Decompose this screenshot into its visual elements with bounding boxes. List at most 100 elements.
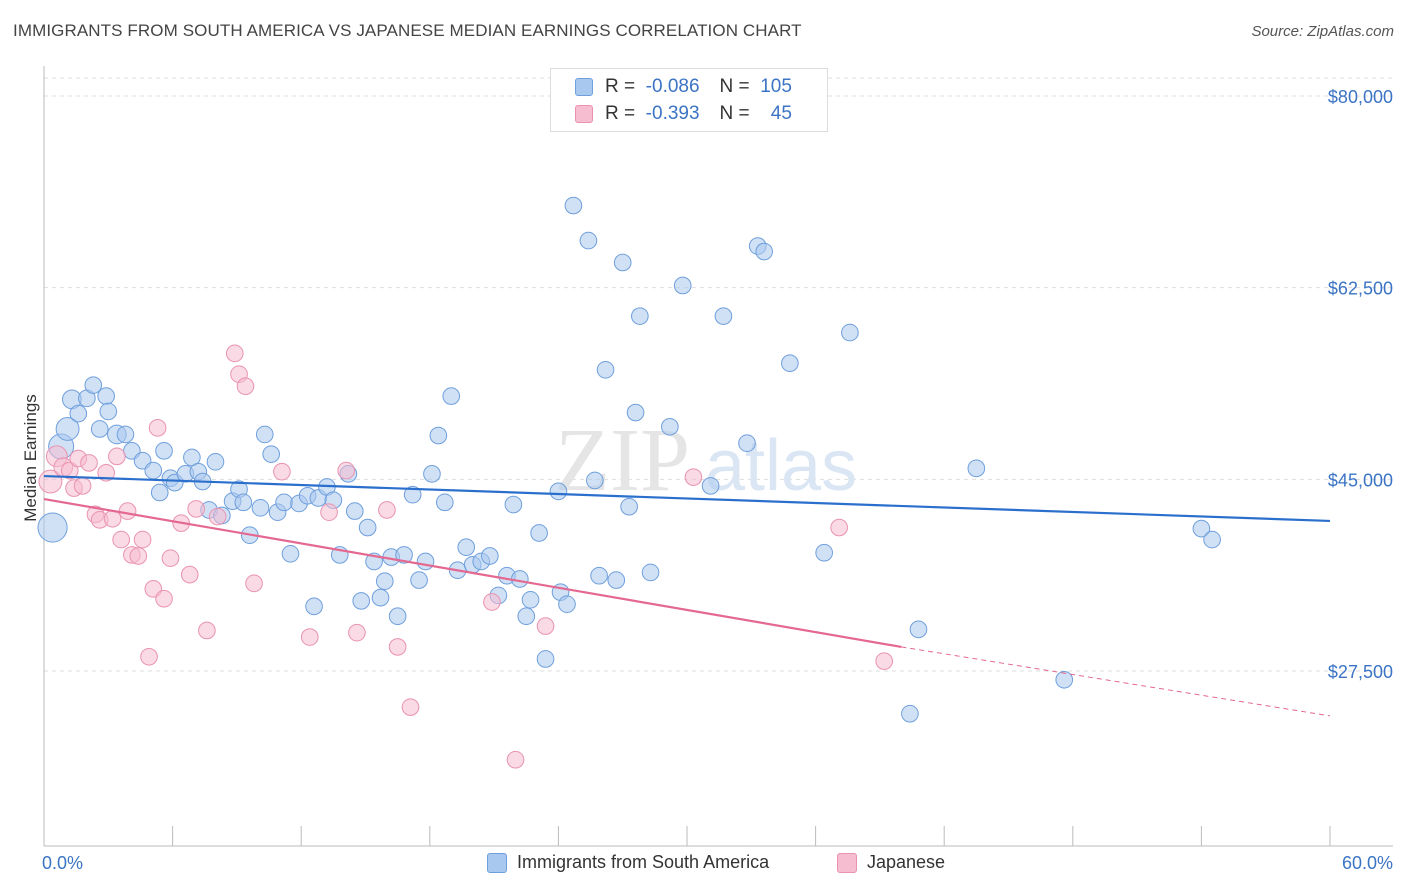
japanese-point: [112, 530, 130, 549]
legend-row-japanese: R = -0.393 N = 45: [575, 101, 792, 127]
legend-n-value: 45: [770, 103, 792, 124]
trend-line-japanese: [43, 497, 902, 648]
japanese-point: [875, 652, 894, 670]
immigrants-point: [90, 420, 109, 438]
immigrants-point: [116, 425, 135, 444]
source-label: Source: ZipAtlas.com: [1251, 23, 1394, 40]
immigrants-point: [255, 425, 274, 444]
immigrants-point: [371, 588, 390, 607]
trend-line-immigrants: [43, 474, 1331, 523]
immigrants-point: [429, 426, 448, 445]
japanese-point: [60, 461, 79, 480]
y-axis-title: Median Earnings: [21, 394, 40, 522]
immigrants-point: [388, 607, 407, 626]
immigrants-point: [613, 253, 632, 272]
japanese-point: [129, 547, 148, 565]
japanese-point: [208, 507, 227, 526]
immigrants-point: [521, 590, 540, 609]
japanese-point: [506, 750, 525, 769]
immigrants-point: [144, 461, 163, 480]
immigrants-point: [579, 231, 598, 250]
legend-r-label: R =: [605, 103, 636, 124]
immigrants-point: [586, 471, 604, 490]
immigrants-point: [564, 196, 583, 215]
bottom-legend-japanese: Japanese: [837, 852, 945, 873]
japanese-point: [187, 500, 205, 518]
x-tick-label-max: 60.0%: [1342, 853, 1393, 873]
legend-n-value: 105: [760, 76, 792, 97]
immigrants-point: [607, 571, 626, 589]
japanese-point: [225, 344, 244, 363]
japanese-point: [300, 628, 319, 646]
japanese-point: [483, 593, 501, 611]
immigrants-point: [69, 404, 88, 423]
y-tick-label: $80,000: [1328, 87, 1393, 107]
immigrants-point: [755, 242, 773, 261]
legend-r-label: R =: [605, 76, 636, 97]
immigrants-point: [206, 452, 225, 471]
immigrants-point: [435, 493, 454, 512]
bottom-legend-immigrants: Immigrants from South America: [487, 852, 769, 873]
trend-lines: [43, 474, 1331, 717]
japanese-point: [140, 647, 158, 666]
immigrants-point: [375, 572, 394, 591]
immigrants-point: [37, 512, 68, 543]
immigrants-point: [442, 387, 461, 405]
immigrants-point: [358, 518, 377, 537]
immigrants-point: [480, 547, 499, 565]
immigrants-point: [815, 543, 833, 562]
series-immigrants-points: [37, 196, 1221, 723]
immigrants-point: [99, 402, 118, 421]
japanese-point: [133, 530, 152, 549]
japanese-point: [684, 468, 703, 486]
legend-r-value: -0.393: [645, 103, 700, 124]
immigrants-point: [504, 495, 523, 514]
immigrants-point: [1203, 530, 1221, 549]
bottom-legend-swatch-immigrants: [487, 852, 507, 873]
immigrants-point: [155, 442, 173, 460]
immigrants-point: [251, 498, 270, 517]
immigrants-point: [909, 620, 928, 639]
japanese-point: [161, 549, 180, 568]
immigrants-point: [345, 502, 364, 520]
legend-n-label: N =: [719, 103, 750, 124]
immigrants-point: [262, 445, 281, 463]
immigrants-point: [97, 387, 115, 405]
correlation-legend: R = -0.086 N = 105 R = -0.393 N = 45: [550, 68, 828, 132]
bottom-legend-label-immigrants: Immigrants from South America: [517, 852, 770, 872]
immigrants-point: [55, 417, 80, 441]
japanese-point: [245, 574, 263, 593]
legend-r-value: -0.086: [645, 76, 700, 97]
immigrants-point: [410, 571, 428, 589]
japanese-point: [236, 377, 255, 396]
immigrants-point: [150, 483, 169, 502]
immigrants-point: [403, 485, 422, 504]
immigrants-point: [84, 376, 103, 394]
japanese-point: [536, 617, 555, 635]
immigrants-point: [558, 595, 576, 614]
immigrants-point: [590, 566, 608, 585]
immigrants-point: [1192, 519, 1211, 538]
x-tick-label-min: 0.0%: [42, 853, 83, 873]
japanese-point: [80, 454, 98, 472]
immigrants-point: [517, 607, 536, 626]
immigrants-point: [661, 417, 679, 436]
immigrants-point: [641, 563, 660, 582]
japanese-point: [273, 462, 291, 481]
immigrants-point: [281, 544, 300, 563]
immigrants-point: [738, 434, 756, 453]
immigrants-point: [536, 650, 555, 668]
immigrants-point: [714, 307, 733, 325]
trend-line-japanese-extension: [901, 646, 1331, 717]
japanese-point: [73, 477, 92, 495]
immigrants-point: [275, 493, 293, 512]
immigrants-point: [901, 704, 919, 723]
watermark-atlas: atlas: [705, 426, 857, 506]
japanese-point: [830, 518, 848, 537]
japanese-point: [155, 589, 173, 608]
chart-title: IMMIGRANTS FROM SOUTH AMERICA VS JAPANES…: [13, 21, 802, 40]
immigrants-point: [620, 497, 638, 516]
immigrants-point: [395, 546, 413, 564]
japanese-point: [97, 463, 115, 482]
immigrants-point: [530, 524, 548, 542]
